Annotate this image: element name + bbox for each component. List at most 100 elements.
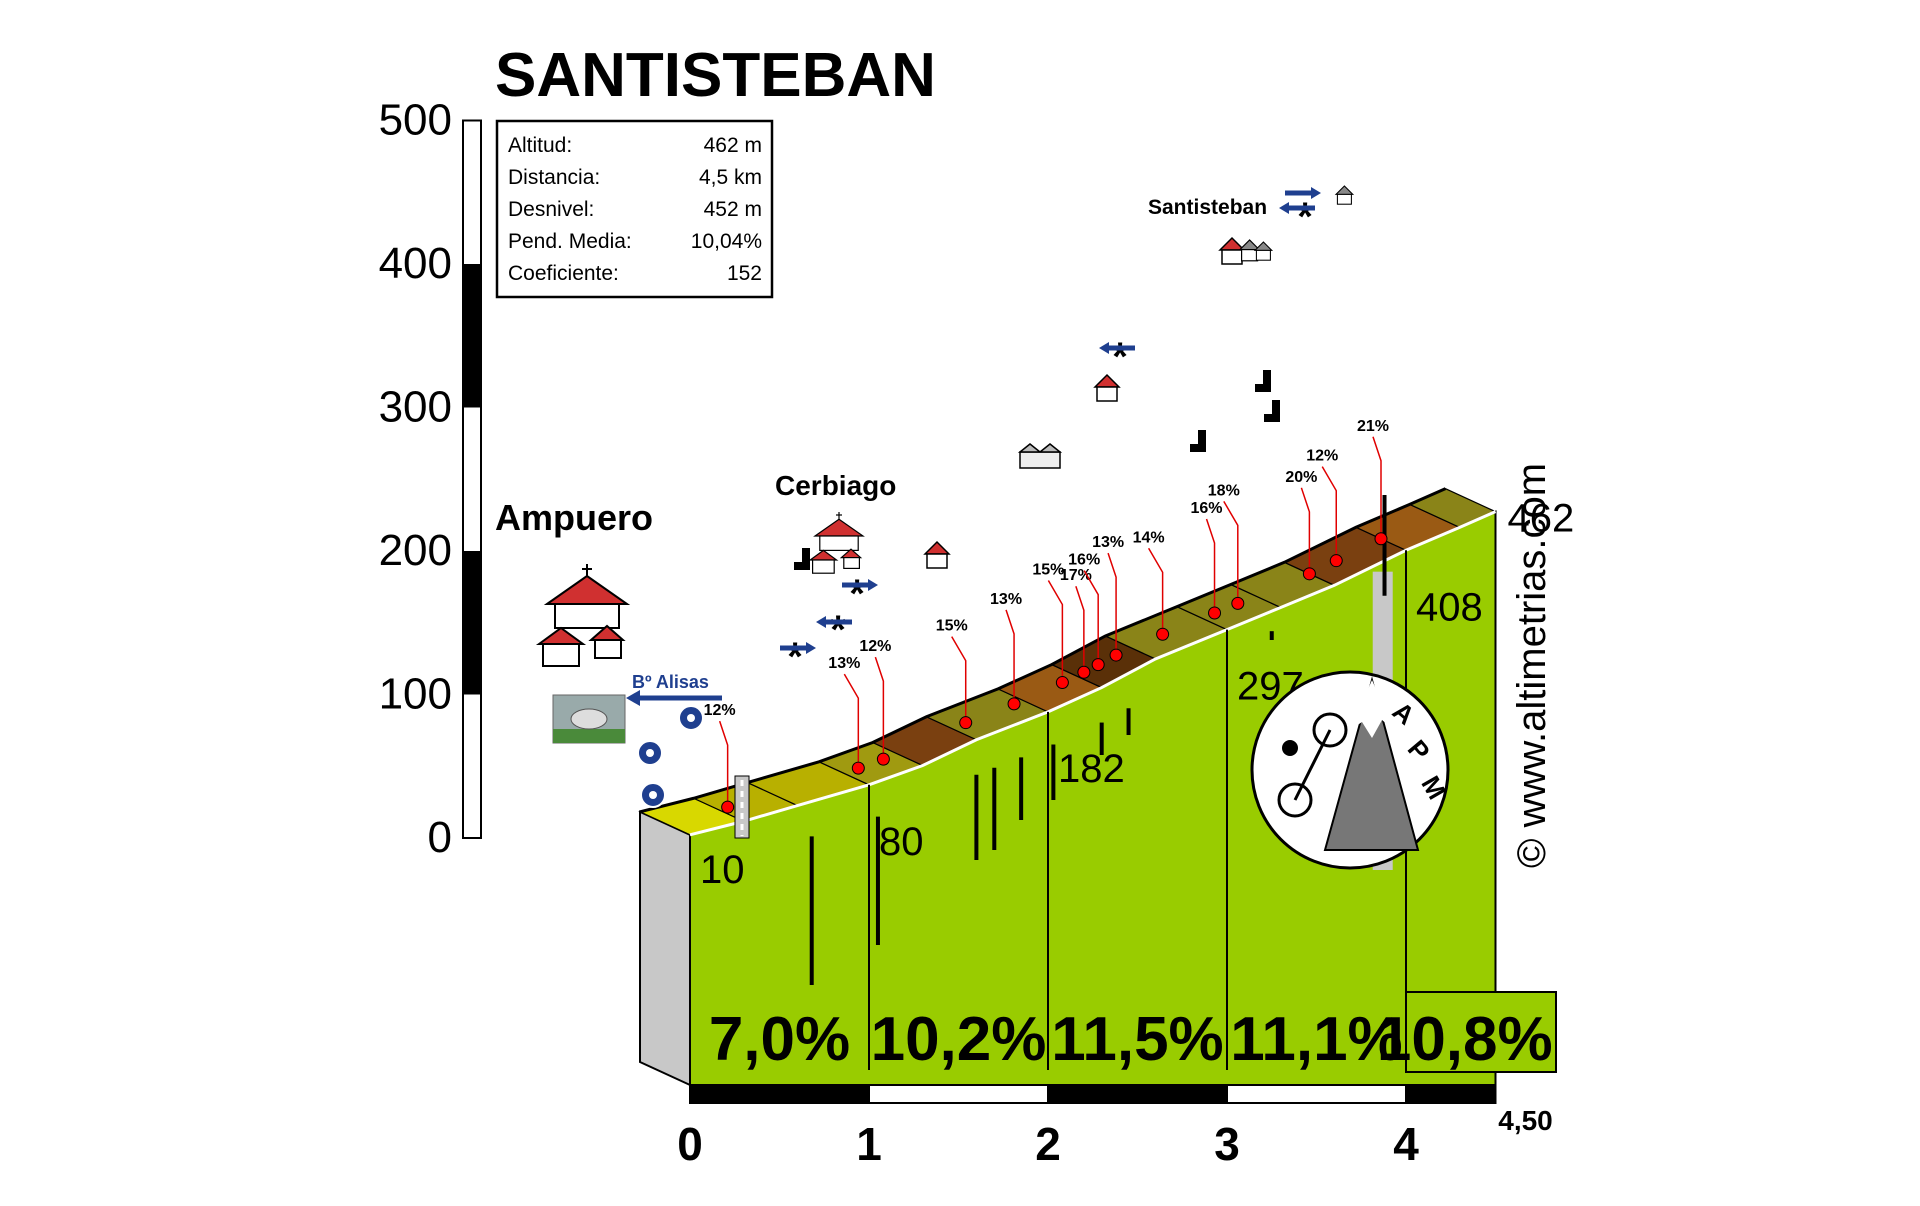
altitude-scale-band bbox=[463, 551, 481, 695]
roundabout-icon-center bbox=[687, 714, 695, 722]
gradient-dot bbox=[1302, 567, 1316, 581]
marker-leader bbox=[1321, 466, 1337, 561]
gradient-label: 14% bbox=[1133, 529, 1165, 546]
pass-marker-icon bbox=[1263, 370, 1271, 392]
y-tick-label: 500 bbox=[379, 96, 452, 145]
marker-leader bbox=[718, 720, 729, 808]
pass-marker-foot bbox=[1190, 444, 1198, 452]
gradient-dot bbox=[1077, 665, 1091, 679]
marker-leader bbox=[843, 673, 860, 769]
factory-icon bbox=[1017, 443, 1063, 469]
gradient-dot bbox=[1208, 606, 1222, 620]
x-tick-label: 2 bbox=[1035, 1118, 1061, 1170]
marker-leader bbox=[1075, 586, 1085, 673]
place-village-label: Cerbiago bbox=[775, 470, 896, 501]
house-icon bbox=[1218, 236, 1246, 265]
logo-wheel bbox=[1277, 782, 1313, 818]
junction-label: Bº Alisas bbox=[632, 672, 709, 692]
gradient-label: 15% bbox=[1032, 562, 1064, 579]
x-tick-label: 3 bbox=[1214, 1118, 1240, 1170]
stat-value: 4,5 km bbox=[699, 166, 762, 189]
direction-arrowhead bbox=[1099, 342, 1109, 354]
gradient-label: 16% bbox=[1068, 552, 1100, 569]
direction-arrowhead bbox=[1311, 187, 1321, 199]
pass-marker-icon bbox=[802, 548, 810, 570]
logo-mountain bbox=[1323, 676, 1420, 851]
altitude-label: 80 bbox=[879, 820, 924, 864]
roundabout-icon-center bbox=[646, 749, 654, 757]
segment-gradient-label: 10,8% bbox=[1377, 1005, 1553, 1074]
logo-frame bbox=[1293, 729, 1332, 801]
gradient-label: 12% bbox=[704, 702, 736, 719]
marker-leader bbox=[951, 636, 967, 723]
logo-snowcap bbox=[1350, 680, 1394, 738]
pass-marker-foot bbox=[1264, 414, 1272, 422]
gradient-label: 18% bbox=[1208, 482, 1240, 499]
pass-marker-icon bbox=[1198, 430, 1206, 452]
x-tick-label: 0 bbox=[677, 1118, 703, 1170]
km-band bbox=[1405, 1084, 1497, 1104]
gradient-label: 13% bbox=[990, 591, 1022, 608]
stat-label: Distancia: bbox=[508, 166, 600, 189]
km-band bbox=[1226, 1084, 1407, 1104]
viewpoint-star-icon: * bbox=[1112, 335, 1128, 379]
marker-leader bbox=[1083, 570, 1099, 665]
gradient-dot bbox=[1007, 697, 1021, 711]
km-band bbox=[689, 1084, 870, 1104]
place-start-label: Ampuero bbox=[495, 497, 653, 538]
church-icon bbox=[535, 564, 631, 667]
gradient-dot bbox=[1156, 627, 1170, 641]
direction-arrowhead bbox=[816, 616, 826, 628]
viewpoint-star-icon: * bbox=[830, 608, 846, 652]
logo-rider-head bbox=[1282, 740, 1298, 756]
segment-gradient-label: 7,0% bbox=[709, 1005, 850, 1074]
house-icon bbox=[1334, 185, 1355, 205]
km-band bbox=[1047, 1084, 1228, 1104]
gradient-dot bbox=[721, 800, 735, 814]
marker-leader bbox=[1047, 580, 1064, 683]
gradient-dot bbox=[1374, 532, 1388, 546]
stat-value: 462 m bbox=[704, 134, 762, 157]
segment-gradient-label: 11,1% bbox=[1230, 1005, 1402, 1074]
marker-leader bbox=[1223, 500, 1239, 604]
viewpoint-star-icon: * bbox=[849, 572, 865, 616]
stat-value: 452 m bbox=[704, 198, 762, 221]
place-top-label: Santisteban bbox=[1148, 196, 1267, 219]
gradient-label: 12% bbox=[859, 638, 891, 655]
stat-label: Desnivel: bbox=[508, 198, 594, 221]
marker-leader bbox=[1147, 547, 1164, 635]
viewpoint-star-icon: * bbox=[1297, 195, 1313, 239]
gradient-dot bbox=[1329, 554, 1343, 568]
pass-marker-icon bbox=[1272, 400, 1280, 422]
x-tick-label: 4,50 bbox=[1498, 1105, 1553, 1136]
direction-arrowhead bbox=[806, 642, 816, 654]
altitude-label: 408 bbox=[1416, 585, 1483, 629]
direction-arrowhead bbox=[868, 579, 878, 591]
gradient-dot bbox=[851, 761, 865, 775]
gradient-label: 12% bbox=[1306, 448, 1338, 465]
gradient-dot bbox=[1055, 676, 1069, 690]
gradient-label: 13% bbox=[828, 655, 860, 672]
marker-leader bbox=[1300, 487, 1311, 574]
apm-logo: APM bbox=[1250, 670, 1452, 870]
x-tick-label: 4 bbox=[1393, 1118, 1419, 1170]
segment-gradient-label: 10,2% bbox=[871, 1005, 1047, 1074]
altitude-label: 182 bbox=[1058, 747, 1125, 791]
stat-value: 10,04% bbox=[691, 230, 762, 253]
pass-marker-foot bbox=[794, 562, 802, 570]
stat-label: Altitud: bbox=[508, 134, 572, 157]
house-icon bbox=[1093, 373, 1121, 402]
stat-label: Coeficiente: bbox=[508, 262, 619, 285]
altitude-label: 462 bbox=[1508, 497, 1575, 541]
chart-title: SANTISTEBAN bbox=[495, 41, 936, 110]
y-tick-label: 200 bbox=[379, 526, 452, 575]
altitude-scale-band bbox=[463, 264, 481, 408]
marker-leader bbox=[1005, 609, 1015, 704]
stat-label: Pend. Media: bbox=[508, 230, 632, 253]
house-icon bbox=[1253, 241, 1274, 261]
stat-value: 152 bbox=[727, 262, 762, 285]
y-tick-label: 400 bbox=[379, 239, 452, 288]
gradient-label: 15% bbox=[936, 618, 968, 635]
church-icon bbox=[808, 512, 865, 574]
